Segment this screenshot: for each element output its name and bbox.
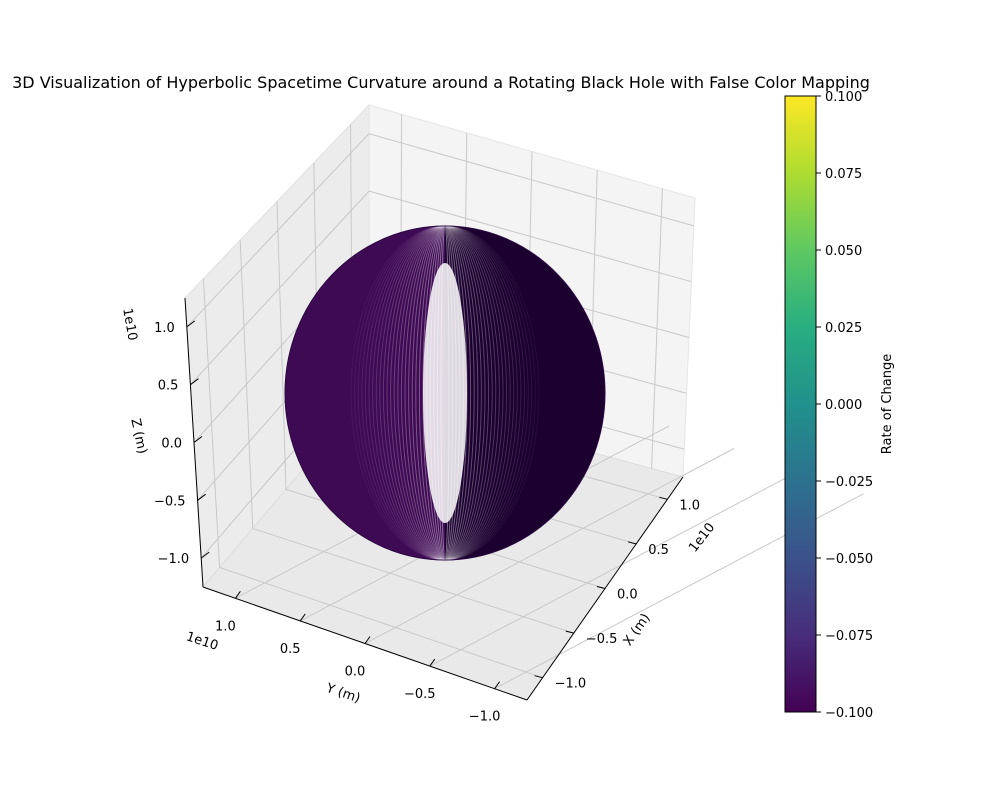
sphere-meridian: [354, 226, 536, 560]
z-axis-label: Z (m): [127, 417, 149, 455]
sphere-meridian: [379, 226, 511, 560]
x-tick-label: 1.0: [679, 498, 700, 513]
y-tick-mark: [429, 658, 436, 667]
sphere-meridian: [368, 226, 522, 560]
colorbar-gradient: [784, 95, 817, 713]
sphere-meridian: [408, 226, 482, 560]
z-tick-mark: [200, 551, 210, 559]
gridline-z: [190, 190, 692, 386]
sphere-meridian: [357, 226, 533, 560]
sphere-meridian: [418, 226, 472, 560]
z-axis-offset-text: 1e10: [119, 307, 139, 342]
z-tick-label: −1.0: [158, 552, 190, 567]
colorbar-tick-label: −0.050: [825, 552, 873, 567]
gridline-y-floor: [429, 470, 800, 667]
x-tick-label: −0.5: [586, 632, 618, 647]
sphere-meridian: [393, 226, 497, 560]
x-tick-label: −1.0: [555, 677, 587, 692]
x-axis-offset-text: 1e10: [686, 520, 718, 555]
colorbar-tick-label: 0.050: [825, 244, 862, 259]
y-tick-mark: [364, 636, 371, 644]
z-tick-mark: [186, 320, 196, 328]
x-axis-ticks: −1.0 −0.5 0.0 0.5 1.0: [534, 496, 700, 692]
z-axis-ticks: 1.0 0.5 0.0 −0.5 −1.0: [154, 320, 210, 567]
x-tick-mark: [596, 586, 606, 589]
x-tick-mark: [628, 541, 637, 545]
colorbar-tick-label: 0.100: [825, 90, 862, 105]
sphere-meridian: [372, 226, 518, 560]
x-tick-mark: [565, 630, 574, 634]
gridline-y-floor: [364, 448, 735, 644]
gridline-y-back: [651, 188, 663, 469]
z-tick-label: 0.0: [161, 437, 182, 452]
y-tick-label: 0.5: [280, 642, 301, 657]
colorbar-tick-label: 0.000: [825, 398, 862, 413]
z-tick-mark: [190, 378, 199, 386]
z-tick-label: 0.5: [158, 379, 179, 394]
colorbar: 0.100 0.075 0.050 0.025 0.000 −0.025 −0.050 −0.…: [784, 90, 895, 721]
sphere-meridian: [386, 226, 504, 560]
sphere-meridian: [400, 226, 490, 560]
sphere-meridian: [390, 226, 500, 560]
sphere-outline: [284, 225, 606, 561]
colorbar-tick-label: 0.025: [825, 321, 862, 336]
gridline-x-floor: [219, 567, 543, 679]
y-tick-label: −0.5: [404, 687, 436, 702]
chart-title: 3D Visualization of Hyperbolic Spacetime…: [12, 73, 870, 92]
y-tick-mark: [299, 613, 306, 622]
x-tick-label: 0.5: [648, 543, 669, 558]
colorbar-tick-label: 0.075: [825, 167, 862, 182]
sphere-meridian: [404, 226, 486, 560]
gridline-x-back: [276, 201, 287, 490]
colorbar-tick-label: −0.025: [825, 475, 873, 490]
z-tick-label: −0.5: [154, 494, 186, 509]
sphere-meridians: [350, 226, 540, 560]
sphere-meridian: [397, 226, 493, 560]
x-axis-label: X (m): [621, 611, 654, 649]
gridline-x-back: [202, 278, 221, 568]
y-tick-mark: [234, 591, 241, 599]
sphere-meridian: [364, 226, 526, 560]
gridline-x-back: [239, 240, 254, 529]
y-axis-label: Y (m): [323, 681, 362, 707]
y-tick-label: 1.0: [215, 619, 236, 634]
y-tick-label: −1.0: [469, 710, 501, 725]
gridline-x-floor: [252, 528, 574, 634]
sphere-meridian: [382, 226, 508, 560]
y-tick-label: 0.0: [345, 665, 366, 680]
colorbar-label: Rate of Change: [880, 354, 895, 454]
z-tick-mark: [197, 493, 206, 501]
gridline-z: [186, 133, 694, 328]
sphere-meridian: [350, 226, 540, 560]
sphere-meridian: [361, 226, 529, 560]
sphere-inner-gap: [423, 263, 467, 523]
sphere-meridian: [375, 226, 515, 560]
sphere-meridian: [415, 226, 475, 560]
z-tick-mark: [193, 436, 203, 443]
colorbar-ticks: 0.100 0.075 0.050 0.025 0.000 −0.025 −0.050 −0.…: [816, 90, 873, 721]
x-tick-mark: [659, 496, 668, 500]
x-tick-label: 0.0: [617, 588, 638, 603]
z-tick-label: 1.0: [154, 321, 175, 336]
y-axis-ticks: 1.0 0.5 0.0 −0.5 −1.0: [215, 591, 501, 725]
colorbar-tick-label: −0.075: [825, 629, 873, 644]
colorbar-tick-label: −0.100: [825, 706, 873, 721]
y-tick-mark: [494, 681, 501, 689]
sphere-meridian: [411, 226, 479, 560]
x-tick-mark: [534, 675, 543, 679]
